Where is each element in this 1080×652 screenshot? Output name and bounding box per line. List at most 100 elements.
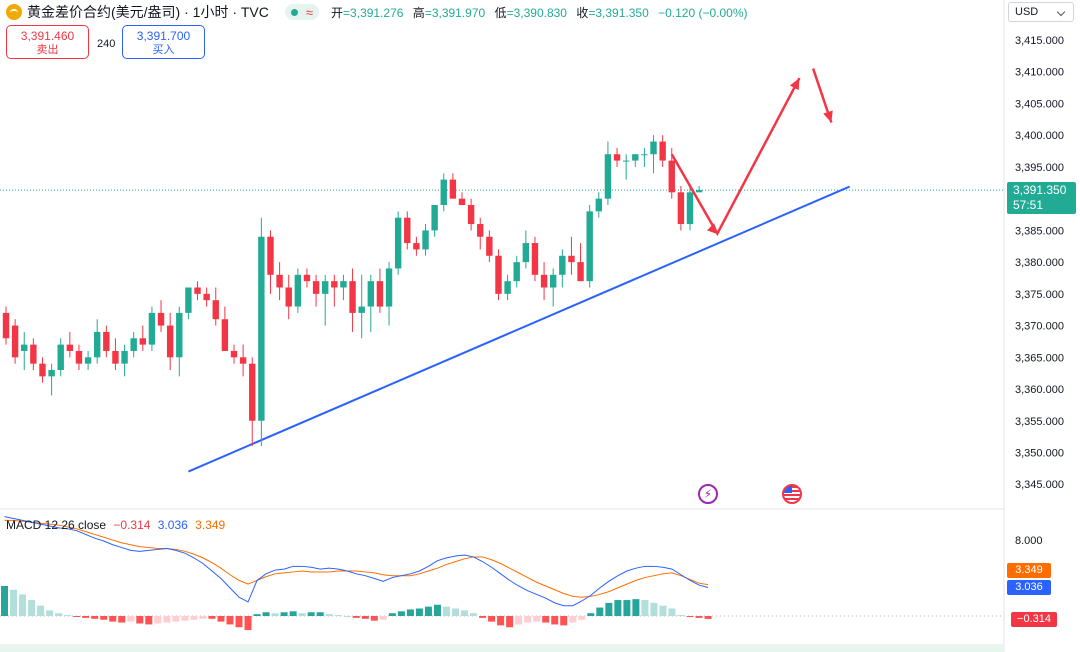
candle-body	[568, 255, 575, 263]
event-us-flag-icon[interactable]	[782, 484, 802, 504]
macd-histogram-bar	[560, 616, 568, 626]
candle-body	[531, 243, 539, 275]
candle-body	[413, 243, 420, 250]
buy-price: 3,391.700	[136, 29, 191, 43]
macd-histogram-bar	[551, 616, 559, 625]
macd-hist-tag: −0.314	[1011, 612, 1057, 627]
macd-histogram-bar	[127, 616, 135, 622]
market-open-dot-icon	[290, 8, 298, 16]
macd-histogram-bar	[145, 616, 153, 625]
candle-body	[322, 281, 329, 294]
arrow-head-down	[707, 223, 719, 235]
y-tick-label: 3,345.000	[1015, 479, 1064, 491]
candle-body	[622, 160, 630, 162]
candle-body	[331, 281, 338, 288]
macd-histogram-bar	[334, 615, 342, 617]
macd-histogram-bar	[100, 616, 108, 620]
currency-select[interactable]: USD	[1008, 2, 1074, 22]
macd-histogram-bar	[542, 616, 550, 623]
candle-body	[2, 312, 10, 339]
macd-histogram-bar	[650, 602, 658, 616]
trend-line[interactable]	[188, 185, 850, 473]
candle-body	[394, 217, 402, 269]
macd-histogram-bar	[623, 600, 631, 616]
macd-histogram-bar	[136, 616, 144, 624]
candle-body	[212, 300, 219, 320]
candle-body	[194, 287, 201, 294]
candle-body	[550, 274, 557, 288]
candle-body	[559, 255, 566, 275]
macd-histogram-bar	[163, 616, 171, 623]
candle-body	[30, 344, 37, 364]
buy-button[interactable]: 3,391.700 买入	[122, 25, 205, 59]
macd-histogram-bar	[10, 589, 18, 616]
y-tick-label: 3,400.000	[1015, 130, 1064, 142]
macd-signal-tag: 3.349	[1007, 563, 1051, 578]
price-axis: 3,415.000 3,410.000 3,405.000 3,400.000 3,39…	[1015, 35, 1064, 491]
macd-histogram-bar	[271, 613, 279, 616]
y-tick-label: 3,370.000	[1015, 321, 1064, 333]
candle-body	[57, 344, 64, 370]
candle-body	[495, 255, 502, 294]
macd-histogram-bar	[677, 615, 685, 617]
macd-histogram-bar	[479, 616, 487, 618]
candle-body	[66, 344, 74, 351]
y-tick-label: 3,360.000	[1015, 384, 1064, 396]
macd-histogram-bar	[253, 614, 261, 616]
macd-signal-value: 3.349	[195, 518, 226, 532]
candle-body	[540, 274, 548, 288]
macd-histogram-bar	[199, 616, 207, 619]
macd-histogram-bar	[235, 616, 243, 628]
candle-body	[312, 281, 320, 294]
candle-body	[677, 192, 685, 225]
macd-histogram-bar	[208, 616, 216, 619]
y-tick-label: 3,375.000	[1015, 289, 1064, 301]
projection-arrows[interactable]	[670, 68, 833, 237]
event-bolt-icon[interactable]: ⚡	[698, 484, 718, 504]
y-tick-label: 3,410.000	[1015, 67, 1064, 79]
macd-histogram-bar	[37, 605, 45, 616]
change-value: −0.120 (−0.00%)	[658, 5, 748, 20]
sell-button[interactable]: 3,391.460 卖出	[6, 25, 89, 59]
macd-histogram-bar	[64, 615, 72, 617]
candle-body	[103, 331, 110, 351]
macd-histogram-bar	[515, 616, 523, 625]
macd-histogram-bar	[55, 613, 63, 616]
candle-body	[258, 236, 265, 421]
macd-histogram-bar	[506, 616, 514, 628]
macd-histogram-bar	[370, 616, 378, 621]
macd-histogram-bar	[695, 616, 703, 618]
candle-body	[376, 281, 384, 307]
macd-hist-value: −0.314	[113, 518, 151, 532]
candle-body	[230, 350, 238, 358]
macd-histogram-bar	[569, 616, 577, 623]
candle-body	[504, 281, 511, 294]
candle-body	[166, 325, 174, 358]
wave-icon: ≈	[305, 4, 314, 20]
market-status-pill[interactable]: ≈	[284, 4, 320, 20]
candle-body	[94, 331, 101, 358]
macd-histogram-bar	[578, 616, 586, 620]
macd-histogram-bar	[73, 616, 81, 617]
macd-histogram-bar	[262, 612, 270, 616]
symbol-title[interactable]: 黄金差价合约(美元/盎司) · 1小时 · TVC	[27, 4, 269, 20]
macd-histogram-bar	[325, 614, 333, 616]
candle-body	[130, 338, 137, 351]
y-tick-label: 3,380.000	[1015, 257, 1064, 269]
price-grid	[0, 0, 1005, 652]
y-tick-label: 3,395.000	[1015, 162, 1064, 174]
macd-title[interactable]: MACD 12 26 close	[6, 518, 107, 532]
candle-body	[431, 205, 438, 231]
macd-histogram-bar	[488, 616, 496, 622]
macd-histogram-bar	[587, 613, 595, 616]
macd-histogram-bar	[352, 616, 360, 618]
candle-body	[613, 154, 621, 161]
macd-histogram-bar	[316, 612, 324, 616]
macd-histogram-bar	[497, 616, 505, 626]
macd-histogram-bar	[28, 600, 36, 616]
macd-line-tag: 3.036	[1007, 580, 1051, 595]
candle-body	[157, 312, 165, 326]
candle-body	[340, 281, 347, 288]
sell-label: 卖出	[36, 44, 59, 56]
macd-histogram-bar	[91, 616, 99, 619]
